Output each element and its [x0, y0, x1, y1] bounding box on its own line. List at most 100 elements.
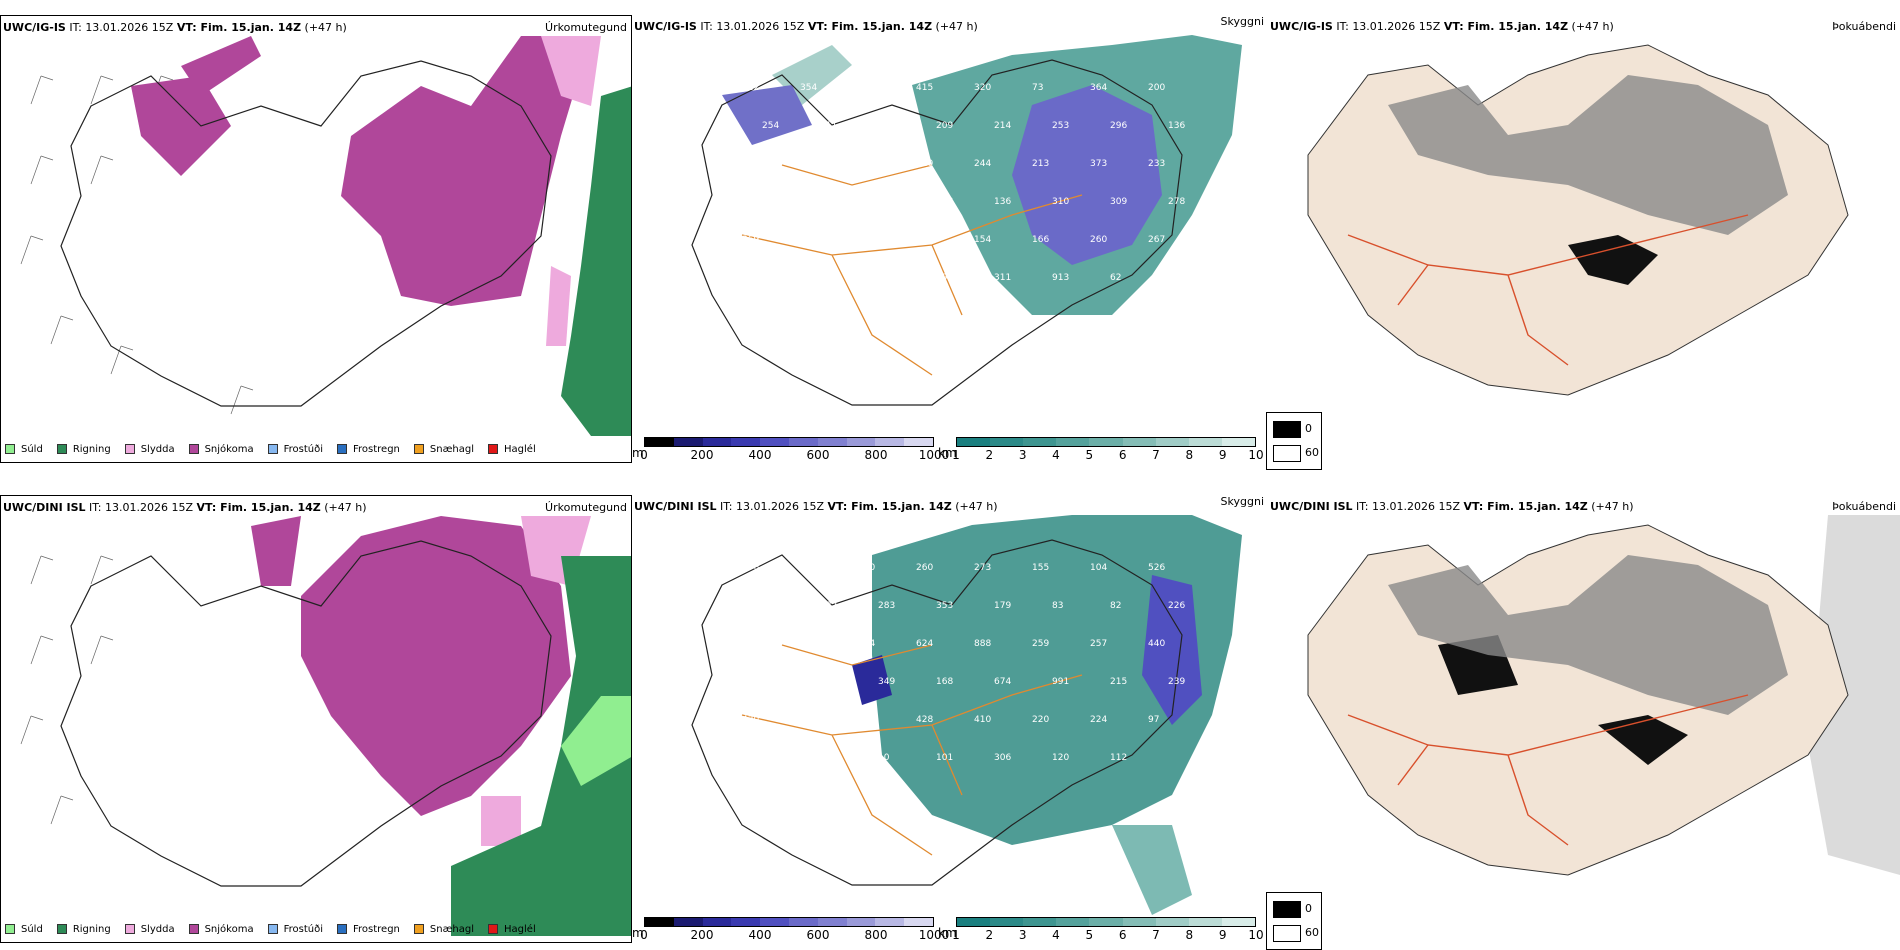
cloudbase-colorbar-bottom: 0 200 400 600 800 1000 m	[632, 917, 949, 949]
colorbar-segment	[731, 438, 761, 446]
wind-barbs	[20, 75, 254, 415]
legend-label: Slydda	[140, 443, 175, 455]
fog-legend-swatch	[1273, 445, 1301, 462]
legend-label: Súld	[21, 923, 43, 935]
colorbar-segment	[1122, 438, 1156, 446]
cloud-base-label: 179	[994, 601, 1011, 611]
colorbar-tick-label: 7	[1152, 928, 1160, 942]
fog-legend-swatch	[1273, 901, 1301, 918]
cloud-base-label: 267	[1148, 235, 1165, 245]
precip-legend-item: Haglél	[488, 442, 536, 456]
colorbar-segment	[760, 438, 789, 446]
colorbar-tick-label: 4	[1052, 448, 1060, 462]
precip-legend-item: Snjókoma	[188, 442, 254, 456]
fog-legend-bottom: 0 60	[1266, 892, 1322, 950]
cloud-base-label: 430	[742, 715, 759, 725]
precip-legend-top: Súld Rigning Slydda Snjókoma Frostúði Frostre…	[5, 442, 550, 456]
fog-legend-label: 0	[1305, 902, 1312, 915]
colorbar-tick-label: 200	[690, 928, 714, 942]
cloud-base-label: 168	[936, 677, 953, 687]
header-bottom-precip: UWC/DINI ISL IT: 13.01.2026 15Z VT: Fim.…	[3, 501, 367, 514]
iceland-outline	[60, 540, 552, 887]
colorbar-segment	[1056, 438, 1090, 446]
cloud-base-label: 124	[742, 159, 759, 169]
legend-label: Snjókoma	[204, 443, 254, 455]
legend-swatch	[188, 444, 199, 454]
cloud-base-label: 991	[1052, 677, 1069, 687]
cloudbase-ticks: 0 200 400 600 800 1000	[640, 928, 949, 942]
cloud-base-label: 82	[1110, 601, 1121, 611]
iceland-fill	[1307, 524, 1849, 876]
cloud-base-label: 214	[994, 121, 1011, 131]
cloud-base-label: 220	[916, 159, 933, 169]
colorbar-segment	[875, 438, 905, 446]
colorbar-segment	[1155, 918, 1189, 926]
cloud-base-label: 624	[916, 639, 933, 649]
cloud-base-label: 254	[762, 121, 779, 131]
legend-swatch	[5, 444, 15, 454]
precip-legend-bottom: Súld Rigning Slydda Snjókoma Frostúði Frostre…	[5, 922, 550, 936]
colorbar-tick-label: 6	[1118, 928, 1127, 942]
snow-area-n	[181, 36, 261, 96]
legend-swatch	[488, 924, 499, 934]
legend-swatch	[267, 444, 278, 454]
cloud-base-label: 78	[1168, 273, 1180, 283]
precip-type-panel-bottom: UWC/DINI ISL IT: 13.01.2026 15Z VT: Fim.…	[0, 495, 632, 943]
cloud-base-label: 400	[800, 639, 817, 649]
fog-panel-top: UWC/IG-IS IT: 13.01.2026 15Z VT: Fim. 15…	[1268, 15, 1900, 463]
cloud-base-label: 233	[1148, 159, 1165, 169]
colorbar-segment	[645, 438, 674, 446]
cloud-base-label: 155	[1032, 563, 1049, 573]
cloud-base-label: 571	[858, 159, 875, 169]
cloud-base-label: 136	[1168, 121, 1185, 131]
cloud-base-label: 273	[974, 563, 991, 573]
cloud-base-label: 888	[974, 639, 991, 649]
fog-panel-bottom: UWC/DINI ISL IT: 13.01.2026 15Z VT: Fim.…	[1268, 495, 1900, 943]
colorbar-segment	[645, 918, 674, 926]
panel-title-fog-top: Þokuábendi	[1832, 20, 1896, 33]
rain-area	[561, 86, 631, 436]
colorbar-segment	[904, 918, 933, 926]
cloud-base-label: 10	[878, 753, 890, 763]
colorbar-segment	[702, 918, 732, 926]
visibility-ticks: 1 2 3 4 5 6 7 8 9 10	[952, 928, 1263, 942]
fog-gray-areas	[1388, 75, 1788, 235]
fog-gray-areas	[1388, 555, 1788, 715]
colorbar-tick-label: 400	[748, 928, 772, 942]
cloud-base-label: 260	[1090, 235, 1107, 245]
fog-legend-label: 60	[1305, 446, 1319, 459]
colorbar-tick-label: 4	[1052, 928, 1060, 942]
legend-swatch	[5, 924, 15, 934]
visibility-colorbar-top: 1 2 3 4 5 6 7 8 9 10 km	[938, 437, 1264, 469]
visibility-colorbar-bottom: 1 2 3 4 5 6 7 8 9 10 km	[938, 917, 1264, 949]
cloud-base-label: 349	[878, 677, 895, 687]
cloud-base-label: 97	[1148, 715, 1159, 725]
colorbar-tick-label: 0	[640, 928, 648, 942]
road-network	[741, 644, 1083, 856]
cloud-base-label: 239	[1168, 677, 1185, 687]
colorbar-tick-label: 10	[1248, 928, 1264, 942]
colorbar-segment	[904, 438, 933, 446]
colorbar-segment	[731, 918, 761, 926]
legend-swatch	[267, 924, 278, 934]
precip-legend-item: Súld	[5, 922, 43, 936]
cloud-base-label: 279	[820, 197, 837, 207]
colorbar-tick-label: 5	[1085, 928, 1094, 942]
cloud-base-label: 200	[1148, 83, 1165, 93]
colorbar-segment	[846, 918, 876, 926]
cloud-base-label: 434	[858, 639, 875, 649]
roads-red	[1347, 214, 1749, 366]
precip-legend-item: Snæhagl	[413, 922, 474, 936]
colorbar-tick-label: 9	[1218, 448, 1227, 462]
cloud-base-label: 376	[742, 563, 759, 573]
colorbar-tick-label: 8	[1185, 928, 1194, 942]
cloud-base-label: 206	[800, 235, 817, 245]
legend-swatch	[56, 924, 67, 934]
cloud-base-label: 99	[936, 273, 948, 283]
sleet-area-s	[481, 796, 521, 846]
cloud-base-label: 415	[916, 83, 933, 93]
legend-swatch	[124, 924, 135, 934]
legend-swatch	[337, 924, 347, 934]
rain-area	[451, 556, 631, 936]
fog-offshore	[1808, 515, 1900, 875]
